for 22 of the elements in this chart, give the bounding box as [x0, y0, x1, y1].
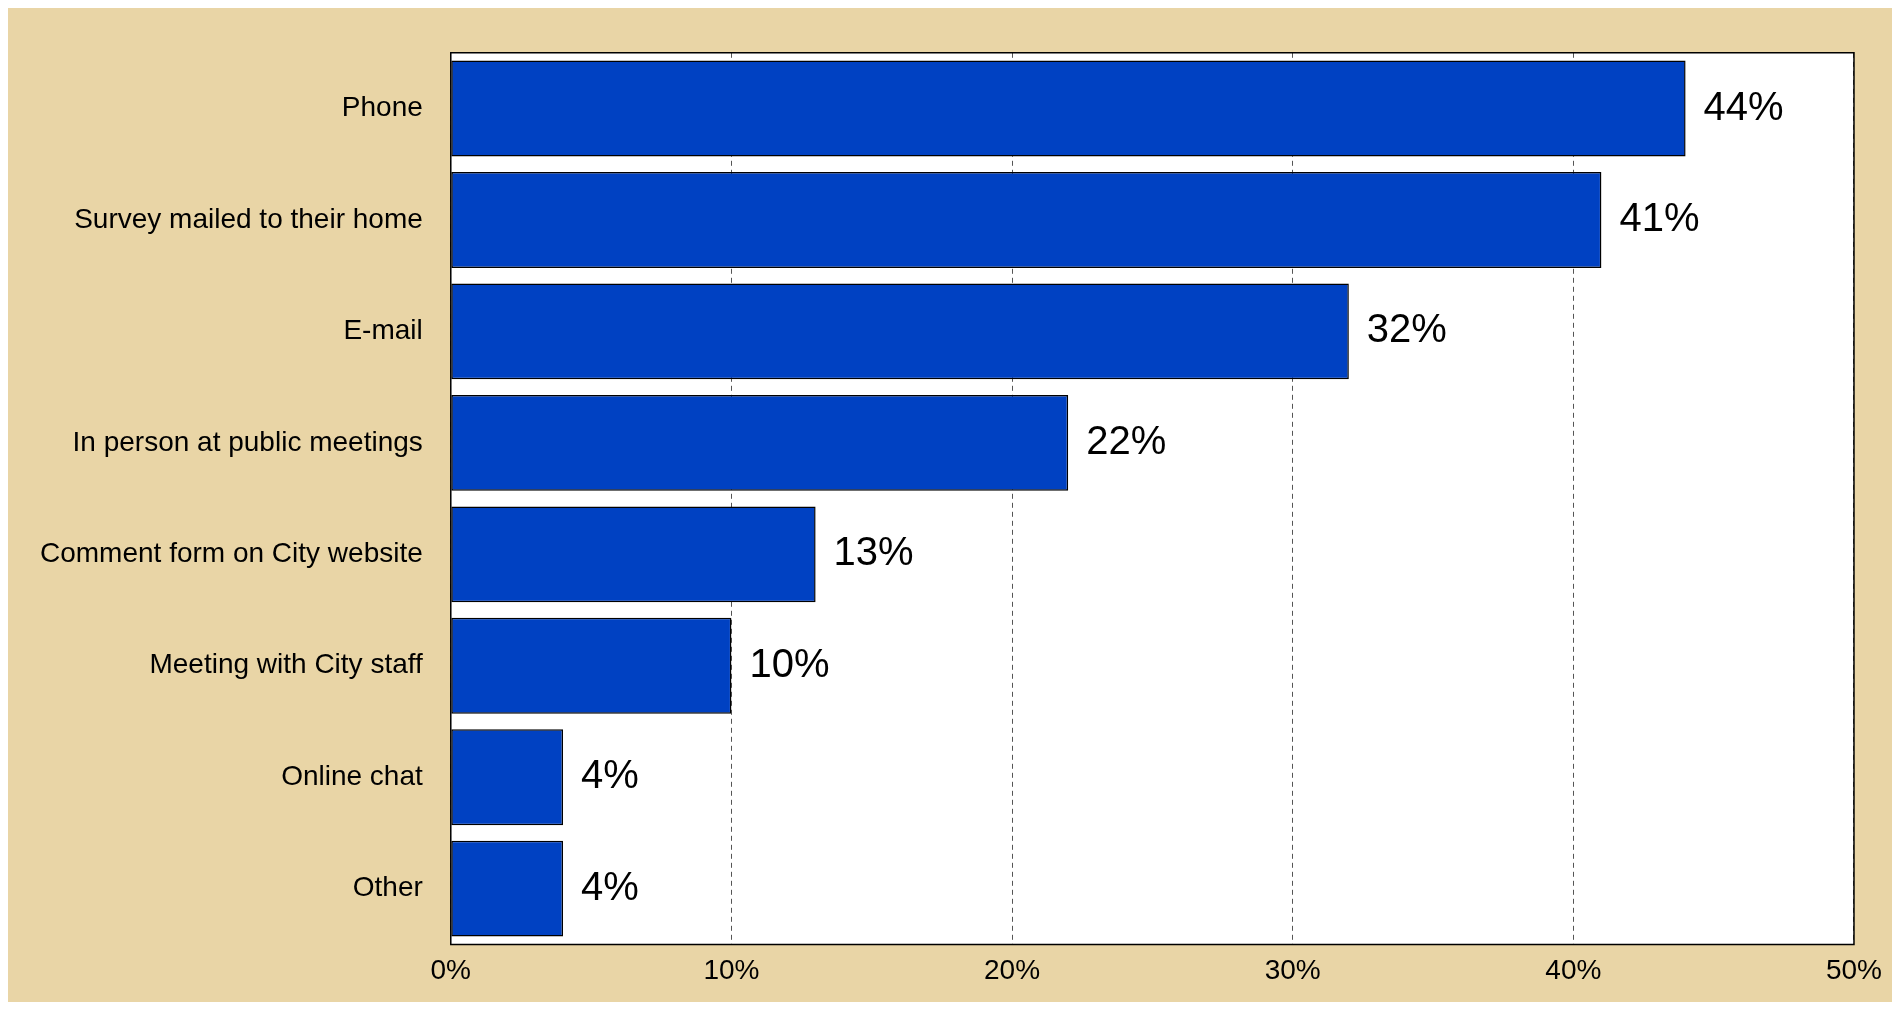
y-tick-label: Comment form on City website [39, 537, 423, 569]
x-tick-label: 50% [1825, 953, 1882, 985]
x-tick-label: 0% [430, 953, 472, 985]
y-tick-label: Online chat [281, 759, 424, 791]
data-label: 22% [1086, 417, 1167, 462]
data-label: 41% [1619, 195, 1700, 240]
y-tick-label: In person at public meetings [72, 425, 423, 457]
x-tick-label: 40% [1545, 953, 1602, 985]
y-tick-label: Meeting with City staff [149, 648, 423, 680]
data-label: 4% [581, 863, 639, 908]
data-label: 13% [833, 529, 914, 574]
data-label: 32% [1366, 306, 1447, 351]
y-tick-label: Phone [341, 91, 423, 123]
x-tick-label: 30% [1264, 953, 1321, 985]
y-tick-label: Survey mailed to their home [74, 202, 423, 234]
x-tick-label: 10% [703, 953, 760, 985]
x-tick-label: 20% [984, 953, 1041, 985]
y-tick-label: Other [352, 871, 423, 903]
data-label: 4% [581, 752, 639, 797]
y-tick-label: E-mail [343, 314, 423, 346]
data-label: 44% [1703, 83, 1784, 128]
data-label: 10% [749, 640, 830, 685]
